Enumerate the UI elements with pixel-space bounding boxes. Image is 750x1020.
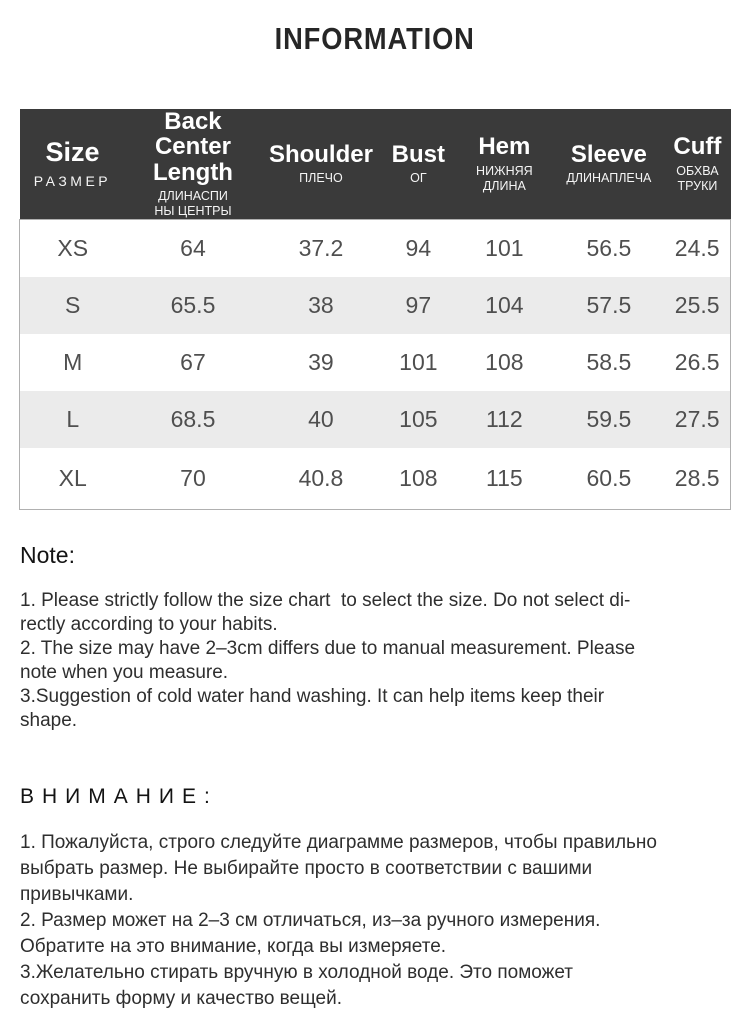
note-line: 3.Suggestion of cold water hand washing.… — [20, 685, 605, 707]
attention-line: 1. Пожалуйста, строго следуйте диаграмме… — [20, 831, 657, 853]
value-cell: 28.5 — [664, 447, 731, 510]
column-main-label: Size — [45, 137, 100, 168]
table-row-s: S 65.5 38 97 104 57.5 25.5 — [19, 276, 731, 334]
note-section: Note: 1. Please strictly follow the size… — [20, 542, 730, 733]
attention-paragraph: 1. Пожалуйста, строго следуйте диаграмме… — [20, 830, 730, 1012]
value-cell: 57.5 — [553, 276, 665, 334]
value-cell: 94 — [381, 219, 456, 277]
size-cell: XS — [19, 219, 126, 277]
attention-line: 2. Размер может на 2–3 см отличаться, из… — [20, 909, 601, 931]
value-cell: 40.8 — [260, 447, 382, 510]
value-cell: 39 — [260, 333, 382, 391]
value-cell: 105 — [381, 390, 456, 448]
attention-line: Обратите на это внимание, когда вы измер… — [20, 935, 447, 957]
value-cell: 68.5 — [125, 390, 261, 448]
value-cell: 64 — [125, 219, 261, 277]
value-cell: 112 — [455, 390, 554, 448]
value-cell: 108 — [381, 447, 456, 510]
value-cell: 60.5 — [553, 447, 665, 510]
size-cell: L — [19, 390, 126, 448]
size-table: Size РАЗМЕР Back Center Length ДЛИНАСПИ НЫ… — [19, 109, 731, 510]
column-sub-label: ОГ — [410, 171, 427, 186]
column-main-label: Back Center Length — [152, 108, 233, 186]
page-title: INFORMATION — [274, 21, 476, 56]
value-cell: 38 — [260, 276, 382, 334]
value-cell: 25.5 — [664, 276, 731, 334]
table-row-xs: XS 64 37.2 94 101 56.5 24.5 — [19, 219, 731, 277]
column-sub-label: РАЗМЕР — [33, 172, 112, 189]
column-main-label: Cuff — [673, 133, 722, 161]
value-cell: 56.5 — [553, 219, 665, 277]
value-cell: 104 — [455, 276, 554, 334]
attention-section: ВНИМАНИЕ: 1. Пожалуйста, строго следуйте… — [20, 785, 730, 1012]
column-sub-label: ОБХВА ТРУКИ — [676, 163, 719, 193]
value-cell: 65.5 — [125, 276, 261, 334]
attention-line: сохранить форму и качество вещей. — [20, 987, 342, 1009]
note-line: 2. The size may have 2–3cm differs due t… — [20, 637, 636, 659]
note-line: shape. — [20, 709, 78, 731]
value-cell: 108 — [455, 333, 554, 391]
column-header-hem: Hem НИЖНЯЯ ДЛИНА — [455, 109, 554, 220]
size-cell: XL — [19, 447, 126, 510]
column-main-label: Shoulder — [268, 140, 373, 168]
value-cell: 24.5 — [664, 219, 731, 277]
attention-heading: ВНИМАНИЕ: — [20, 784, 218, 808]
information-page: INFORMATION Size РАЗМЕР Back Center Lengt… — [0, 20, 750, 1020]
column-main-label: Bust — [391, 140, 446, 168]
note-line: note when you measure. — [20, 661, 229, 683]
column-header-size: Size РАЗМЕР — [19, 109, 126, 220]
column-main-label: Sleeve — [570, 140, 647, 168]
table-row-xl: XL 70 40.8 108 115 60.5 28.5 — [19, 447, 731, 510]
value-cell: 37.2 — [260, 219, 382, 277]
attention-line: привычками. — [20, 883, 134, 905]
value-cell: 70 — [125, 447, 261, 510]
size-cell: S — [19, 276, 126, 334]
value-cell: 40 — [260, 390, 382, 448]
column-sub-label: ДЛИНАСПИ НЫ ЦЕНТРЫ — [154, 189, 232, 219]
size-table-header: Size РАЗМЕР Back Center Length ДЛИНАСПИ НЫ… — [19, 108, 731, 220]
note-paragraph: 1. Please strictly follow the size chart… — [20, 589, 730, 733]
column-header-back-center-length: Back Center Length ДЛИНАСПИ НЫ ЦЕНТРЫ — [125, 108, 261, 220]
table-row-l: L 68.5 40 105 112 59.5 27.5 — [19, 390, 731, 448]
value-cell: 59.5 — [553, 390, 665, 448]
note-line: rectly according to your habits. — [20, 613, 278, 635]
attention-line: выбрать размер. Не выбирайте просто в со… — [20, 857, 593, 879]
value-cell: 67 — [125, 333, 261, 391]
attention-line: 3.Желательно стирать вручную в холодной … — [20, 961, 574, 983]
table-row-m: M 67 39 101 108 58.5 26.5 — [19, 333, 731, 391]
note-line: 1. Please strictly follow the size chart… — [20, 589, 631, 611]
size-table-body: XS 64 37.2 94 101 56.5 24.5 S 65.5 38 97… — [19, 219, 731, 510]
column-sub-label: ПЛЕЧО — [299, 171, 343, 186]
column-header-sleeve: Sleeve ДЛИНАПЛЕЧА — [553, 109, 665, 220]
column-header-shoulder: Shoulder ПЛЕЧО — [260, 109, 382, 220]
value-cell: 27.5 — [664, 390, 731, 448]
value-cell: 26.5 — [664, 333, 731, 391]
value-cell: 115 — [455, 447, 554, 510]
value-cell: 101 — [455, 219, 554, 277]
note-heading: Note: — [20, 541, 75, 568]
size-cell: M — [19, 333, 126, 391]
column-main-label: Hem — [478, 133, 531, 161]
column-header-cuff: Cuff ОБХВА ТРУКИ — [664, 109, 731, 220]
column-sub-label: ДЛИНАПЛЕЧА — [566, 171, 652, 186]
value-cell: 101 — [381, 333, 456, 391]
value-cell: 97 — [381, 276, 456, 334]
column-header-bust: Bust ОГ — [381, 109, 456, 220]
value-cell: 58.5 — [553, 333, 665, 391]
column-sub-label: НИЖНЯЯ ДЛИНА — [476, 163, 533, 193]
